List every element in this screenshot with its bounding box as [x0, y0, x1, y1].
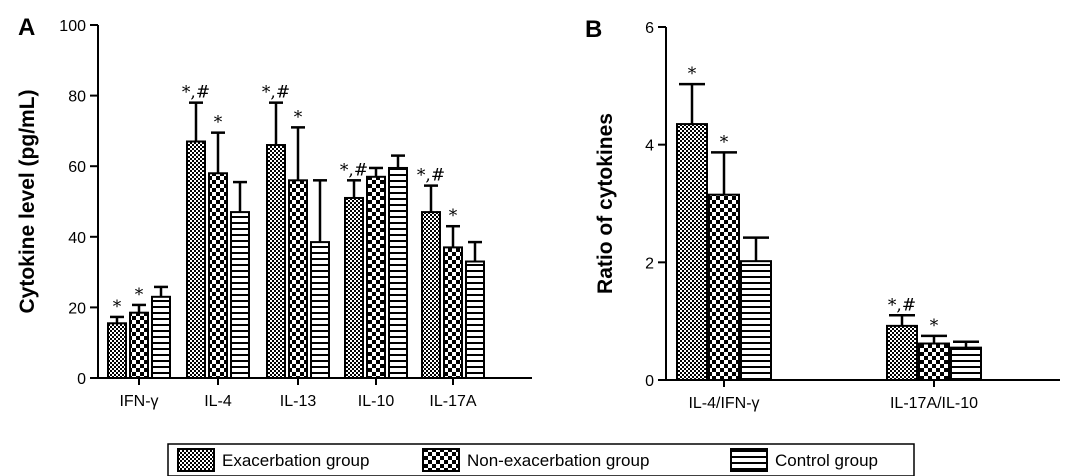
- x-tick-label: IL-4: [204, 393, 232, 410]
- bar: [366, 175, 386, 379]
- significance-label: *: [135, 285, 144, 305]
- significance-label: *,#: [340, 160, 368, 180]
- bar: [918, 342, 950, 382]
- bar: [230, 211, 250, 379]
- bar: [344, 196, 364, 379]
- y-tick-label: 20: [68, 300, 86, 317]
- x-tick-label: IL-4/IFN-γ: [688, 395, 759, 412]
- bar: [886, 324, 918, 381]
- bar: [208, 172, 228, 379]
- significance-label: *,#: [417, 166, 445, 186]
- y-tick-label: 100: [59, 18, 86, 35]
- x-tick-label: IL-13: [280, 393, 317, 410]
- legend-swatch: [730, 448, 768, 472]
- legend-label: Non-exacerbation group: [467, 451, 649, 470]
- y-axis-label: Ratio of cytokines: [594, 113, 617, 294]
- y-tick-label: 2: [645, 255, 654, 272]
- significance-label: *,#: [888, 295, 916, 315]
- x-tick-label: IL-17A/IL-10: [890, 395, 978, 412]
- significance-label: *: [113, 297, 122, 317]
- y-tick-label: 0: [77, 371, 86, 388]
- y-tick-label: 0: [645, 373, 654, 390]
- legend: Exacerbation group Non-exacerbation group…: [167, 443, 915, 476]
- bar: [421, 211, 441, 379]
- significance-label: *: [930, 316, 939, 336]
- significance-label: *: [688, 64, 697, 84]
- bar: [465, 260, 485, 380]
- bar: [310, 241, 330, 379]
- x-tick-label: IL-17A: [429, 393, 476, 410]
- legend-swatch: [177, 448, 215, 472]
- bar: [288, 179, 308, 379]
- bar: [107, 322, 127, 380]
- bar: [151, 295, 171, 379]
- significance-label: *: [214, 113, 223, 133]
- panel-label: A: [18, 14, 35, 41]
- y-tick-label: 80: [68, 89, 86, 106]
- y-tick-label: 40: [68, 230, 86, 247]
- bar: [740, 260, 772, 382]
- bar: [129, 311, 149, 380]
- x-tick-label: IFN-γ: [119, 393, 158, 410]
- panel-label: B: [585, 16, 602, 43]
- significance-label: *,#: [182, 83, 210, 103]
- y-axis-label: Cytokine level (pg/mL): [16, 89, 39, 313]
- x-tick-label: IL-10: [358, 393, 395, 410]
- legend-swatch: [422, 448, 460, 472]
- panel-b: B Ratio of cytokines 0 2 4 6 * * IL-4/IFN-γ *,# * I…: [585, 16, 1060, 412]
- legend-label: Control group: [775, 451, 878, 470]
- significance-label: *: [294, 107, 303, 127]
- y-tick-label: 4: [645, 138, 654, 155]
- y-tick-label: 60: [68, 159, 86, 176]
- bar: [950, 346, 982, 381]
- significance-label: *: [720, 132, 729, 152]
- significance-label: *,#: [262, 83, 290, 103]
- bar: [388, 166, 408, 379]
- y-tick-label: 6: [645, 20, 654, 37]
- significance-label: *: [449, 206, 458, 226]
- bar: [676, 123, 708, 381]
- bar: [708, 193, 740, 381]
- bar: [266, 144, 286, 379]
- bar: [443, 246, 463, 379]
- legend-box: [167, 443, 915, 476]
- bar: [186, 140, 206, 379]
- panel-a: A Cytokine level (pg/mL) 0 20 40 60 80 100 * * IFN…: [16, 14, 532, 410]
- legend-label: Exacerbation group: [222, 451, 369, 470]
